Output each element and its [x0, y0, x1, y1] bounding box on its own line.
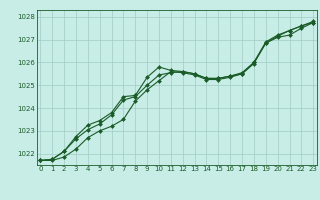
Text: Graphe pression niveau de la mer (hPa): Graphe pression niveau de la mer (hPa) [58, 183, 262, 192]
